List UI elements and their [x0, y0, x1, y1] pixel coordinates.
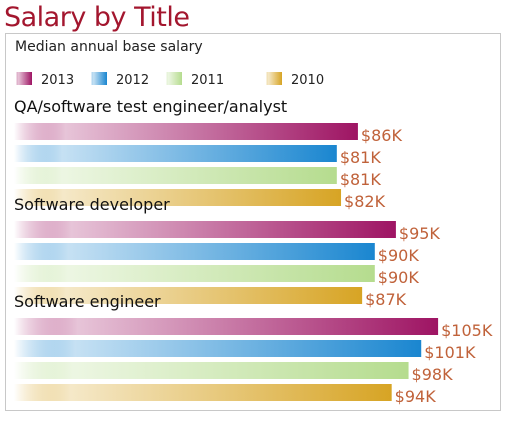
bar-2012 [14, 243, 375, 260]
bar-2012 [14, 145, 337, 162]
data-label: $87K [365, 290, 407, 309]
data-label: $81K [340, 148, 382, 167]
bar-2010 [14, 384, 392, 401]
data-label: $86K [361, 126, 403, 145]
legend-label-2011: 2011 [191, 73, 224, 88]
data-label: $98K [412, 365, 454, 384]
data-label: $82K [344, 192, 386, 211]
category-label: Software developer [14, 195, 170, 214]
legend-label-2012: 2012 [116, 73, 149, 88]
data-label: $81K [340, 170, 382, 189]
category-label: Software engineer [14, 292, 161, 311]
bar-2012 [14, 340, 422, 357]
data-label: $101K [424, 343, 476, 362]
legend-swatch-2012 [91, 72, 107, 85]
bar-2013 [14, 123, 358, 140]
legend-swatch-2011 [166, 72, 182, 85]
data-label: $95K [399, 224, 441, 243]
bar-2011 [14, 362, 409, 379]
data-label: $105K [441, 321, 493, 340]
data-label: $90K [378, 246, 420, 265]
category-label: QA/software test engineer/analyst [14, 97, 287, 116]
chart-subtitle: Median annual base salary [15, 39, 203, 55]
data-label: $90K [378, 268, 420, 287]
data-label: $94K [395, 387, 437, 406]
bar-2013 [14, 221, 396, 238]
chart-title: Salary by Title [4, 2, 190, 33]
legend-label-2010: 2010 [291, 73, 324, 88]
legend-swatch-2013 [16, 72, 32, 85]
bar-2011 [14, 167, 337, 184]
legend-swatch-2010 [266, 72, 282, 85]
bar-2010 [14, 189, 342, 206]
bar-2010 [14, 287, 363, 304]
legend: 2013 2012 2011 2010 [16, 72, 324, 88]
bar-2011 [14, 265, 375, 282]
legend-label-2013: 2013 [41, 73, 74, 88]
bars-group: QA/software test engineer/analyst $86K $81… [14, 97, 493, 406]
bar-2013 [14, 318, 439, 335]
